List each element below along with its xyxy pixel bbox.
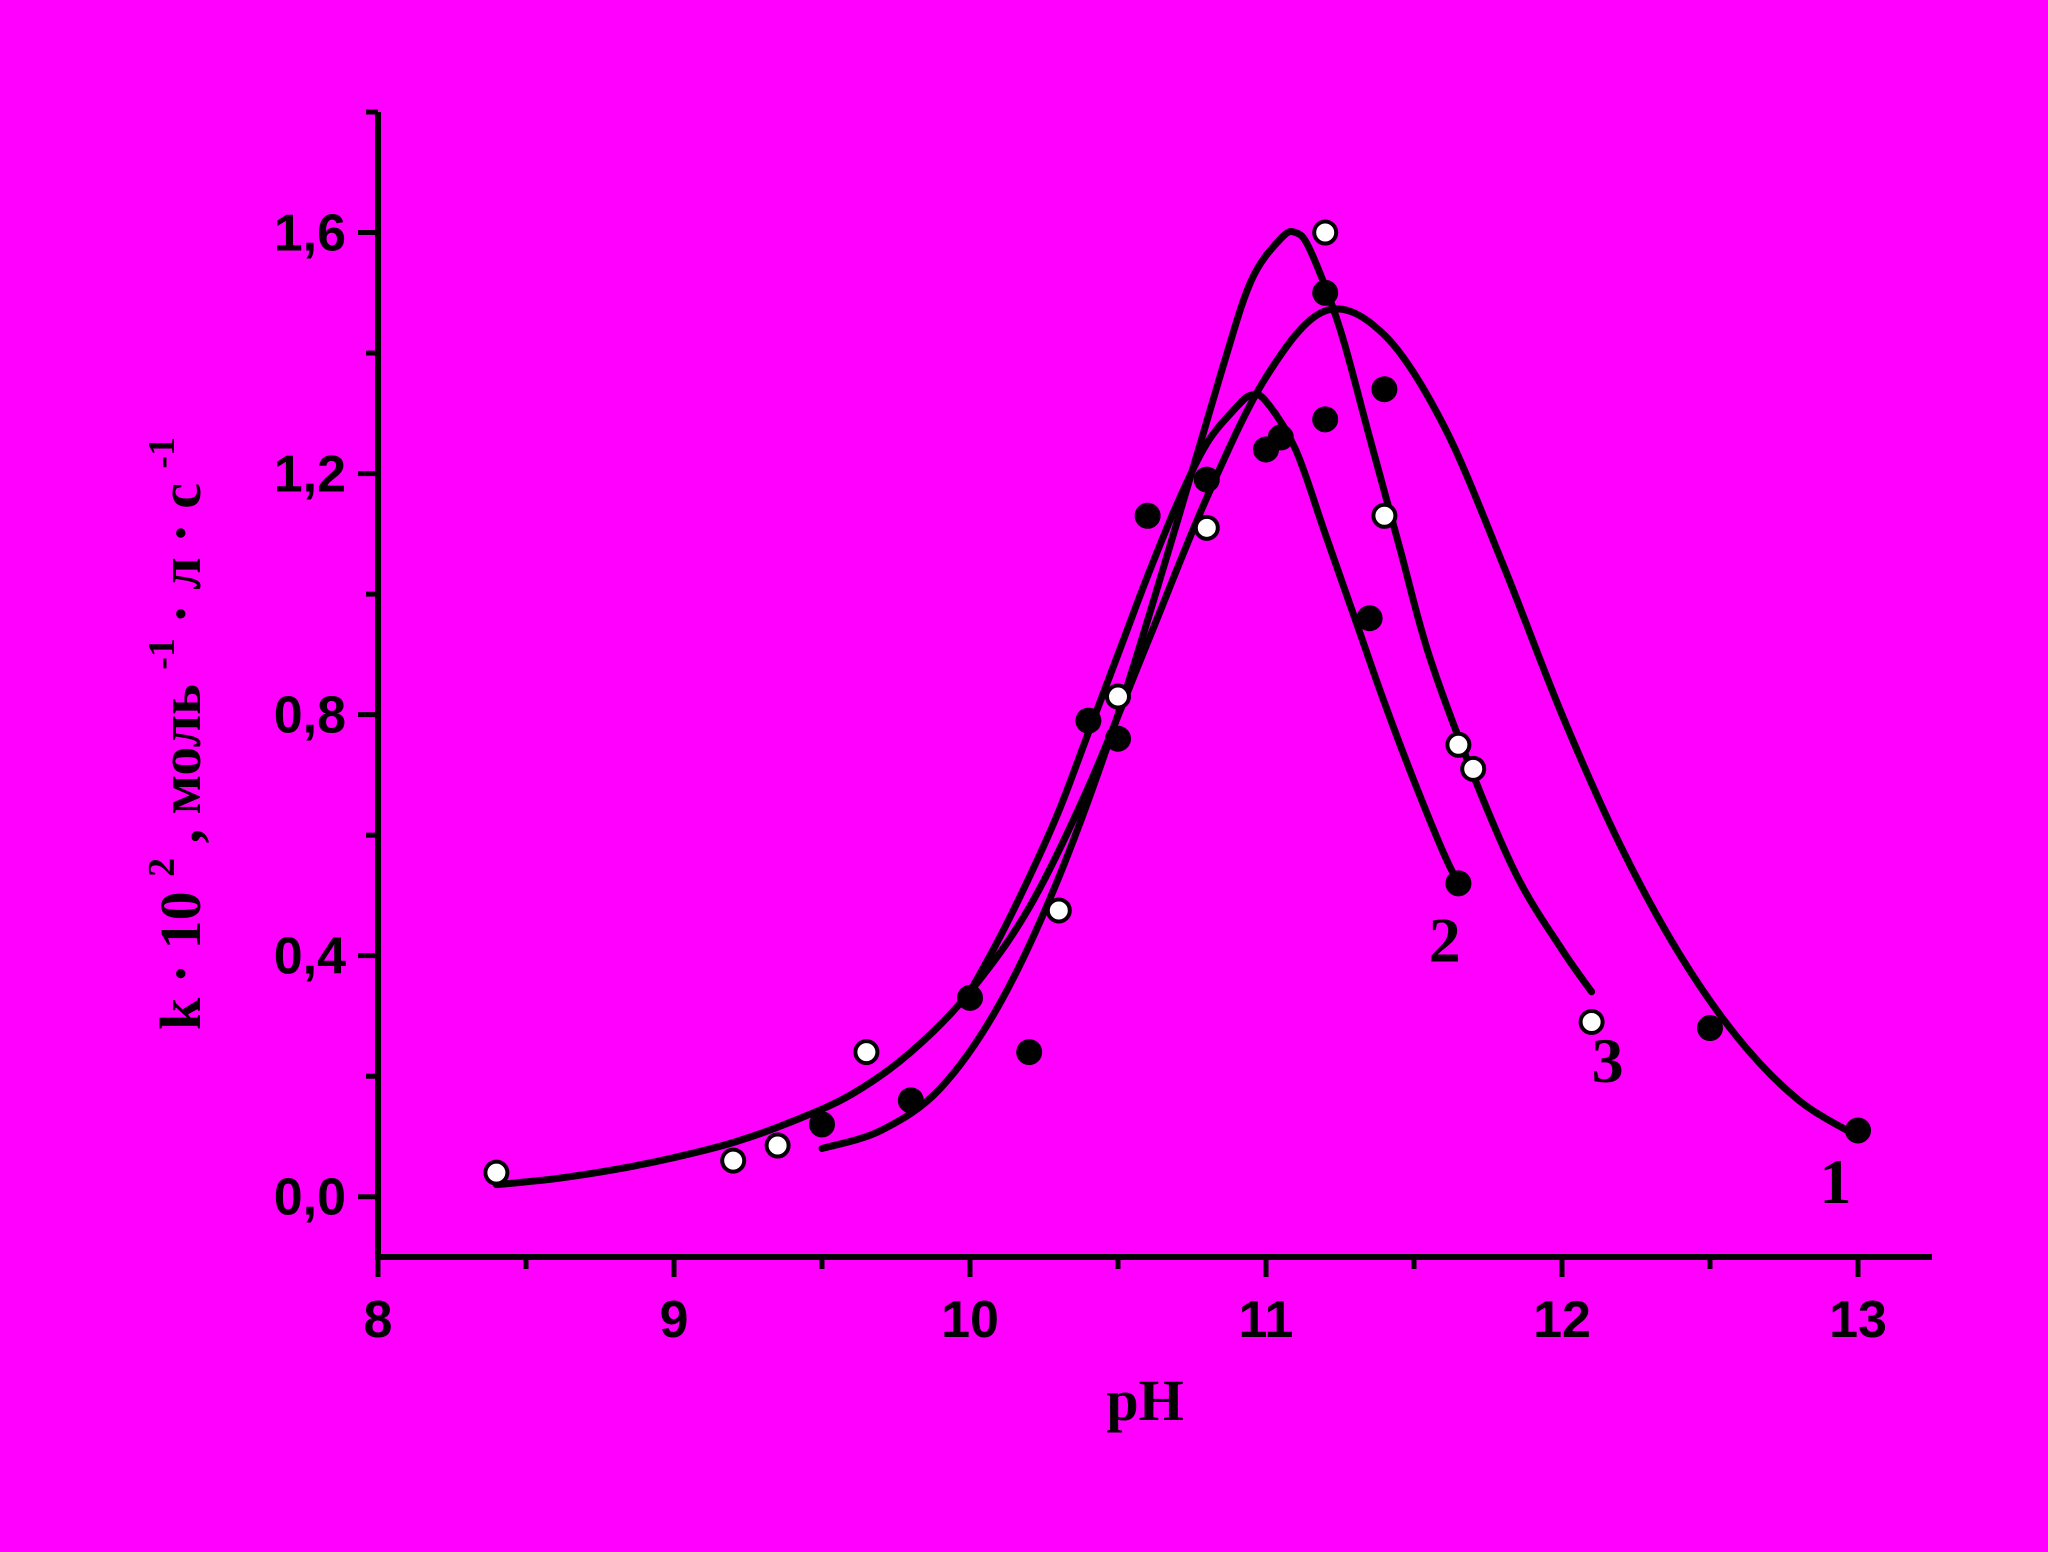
- curve-1: [492, 305, 1862, 1189]
- points: [483, 219, 1871, 1186]
- open-data-point: [853, 1039, 880, 1066]
- curve-label-3: 3: [1592, 1025, 1624, 1096]
- x-axis-title: pH: [1106, 1368, 1183, 1433]
- open-data-point: [1105, 683, 1131, 710]
- filled-data-point: [1312, 406, 1339, 433]
- x-tick-label: 13: [1829, 1291, 1887, 1349]
- filled-data-point: [1105, 725, 1131, 752]
- y-tick-label: 0,4: [274, 928, 346, 986]
- filled-data-point: [1697, 1015, 1723, 1041]
- y-title-neg1: -1: [141, 638, 183, 670]
- open-data-point: [1371, 502, 1398, 529]
- filled-data-point: [809, 1111, 835, 1138]
- curve-2: [966, 390, 1462, 996]
- x-tick-label: 9: [660, 1291, 689, 1349]
- x-ticks: 8 9 10 11 12 13: [364, 1257, 1887, 1349]
- filled-data-point: [1312, 279, 1339, 306]
- filled-data-point: [897, 1087, 924, 1114]
- y-title-ten: 10: [148, 891, 213, 949]
- y-title-dot: ·: [148, 964, 213, 983]
- x-tick-label: 11: [1239, 1291, 1294, 1349]
- y-title-sep: · л · с: [148, 483, 213, 623]
- filled-data-point: [1075, 707, 1102, 734]
- filled-data-point: [1267, 424, 1294, 451]
- curve-3: [818, 227, 1596, 1152]
- x-tick-label: 8: [364, 1291, 393, 1349]
- open-data-point: [1578, 1008, 1605, 1035]
- y-ticks: 0,0 0,4 0,8 1,2 1,6: [274, 109, 378, 1227]
- filled-data-point: [1356, 605, 1383, 632]
- axes: [375, 112, 1932, 1260]
- y-tick-label: 0,8: [274, 687, 346, 745]
- y-title-base: k: [148, 997, 213, 1030]
- filled-data-point: [1134, 502, 1161, 529]
- open-data-point: [1445, 731, 1472, 758]
- curve-label-2: 2: [1429, 905, 1461, 976]
- y-tick-label: 1,2: [274, 446, 346, 504]
- filled-data-point: [1445, 870, 1472, 897]
- curves: [492, 227, 1862, 1189]
- open-data-point: [720, 1147, 747, 1174]
- curve-label-1: 1: [1820, 1146, 1852, 1217]
- filled-data-point: [1371, 376, 1398, 403]
- filled-data-point: [1845, 1117, 1871, 1144]
- filled-data-point: [1193, 466, 1220, 493]
- y-axis-title: k · 10 2 , моль -1 · л · с -1: [122, 437, 213, 1030]
- open-data-point: [483, 1159, 510, 1186]
- filled-data-point: [1016, 1039, 1043, 1066]
- y-tick-label: 1,6: [274, 205, 346, 263]
- open-data-point: [1460, 755, 1487, 782]
- y-tick-label: 0,0: [274, 1169, 346, 1227]
- curve-labels: 1 2 3: [1429, 905, 1852, 1217]
- open-data-point: [764, 1132, 791, 1159]
- y-title-neg1b: -1: [141, 437, 183, 469]
- y-title-unit1: , моль: [148, 684, 213, 843]
- x-tick-label: 10: [941, 1291, 999, 1349]
- filled-data-point: [957, 984, 983, 1011]
- open-data-point: [1045, 897, 1072, 924]
- open-data-point: [1193, 514, 1220, 541]
- x-tick-label: 12: [1533, 1291, 1591, 1349]
- y-title-exp: 2: [141, 858, 183, 877]
- open-data-point: [1312, 219, 1339, 246]
